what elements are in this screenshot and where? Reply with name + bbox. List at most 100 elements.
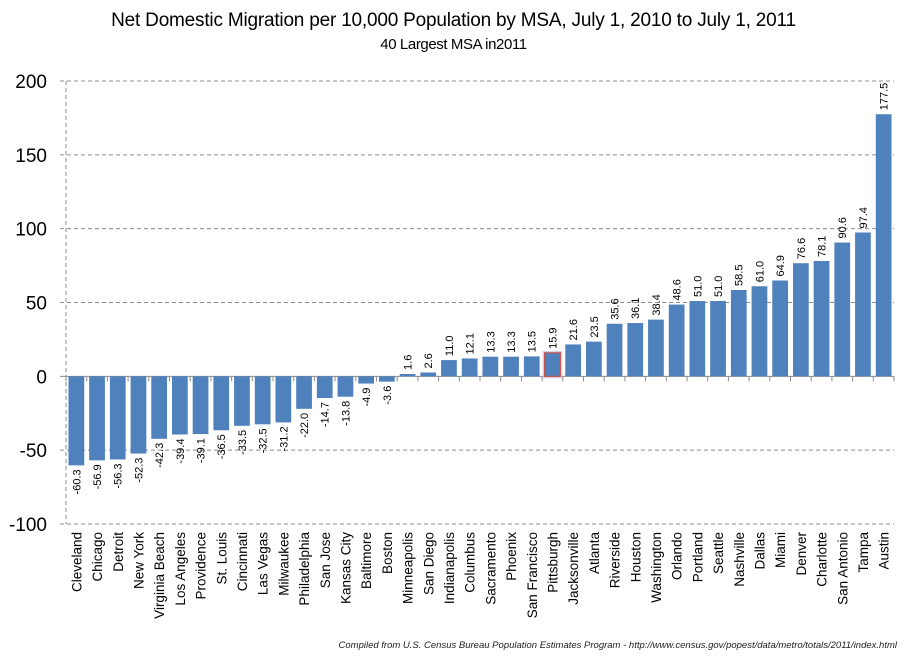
data-label: 36.1 bbox=[630, 298, 642, 319]
data-label: -39.1 bbox=[196, 438, 208, 463]
category-label: San Jose bbox=[318, 532, 333, 588]
bar-tampa bbox=[855, 232, 871, 377]
data-label: 38.4 bbox=[651, 294, 663, 315]
chart-subtitle: 40 Largest MSA in2011 bbox=[380, 36, 527, 53]
category-label: Detroit bbox=[111, 532, 126, 572]
bar-seattle bbox=[710, 301, 726, 377]
y-tick-label: 200 bbox=[15, 72, 47, 93]
data-label: 23.5 bbox=[589, 316, 601, 337]
category-label: Virginia Beach bbox=[152, 532, 167, 619]
y-tick-label: 0 bbox=[36, 367, 47, 388]
bar-pittsburgh bbox=[543, 352, 561, 377]
category-label: Minneapolis bbox=[401, 532, 416, 604]
bar-atlanta bbox=[585, 341, 602, 377]
source-note: Compiled from U.S. Census Bureau Populat… bbox=[338, 640, 897, 651]
data-label: -52.3 bbox=[133, 458, 145, 483]
data-label: -14.7 bbox=[320, 402, 332, 427]
y-tick-label: 50 bbox=[26, 294, 47, 315]
category-label: Dallas bbox=[752, 532, 767, 570]
data-label: -60.3 bbox=[71, 469, 83, 494]
category-label: San Francisco bbox=[525, 532, 540, 618]
bar-st-louis bbox=[213, 376, 230, 431]
category-label: Providence bbox=[194, 532, 209, 600]
data-label: -33.5 bbox=[237, 430, 249, 455]
category-label: Seattle bbox=[711, 532, 726, 574]
category-label: Austin bbox=[877, 532, 892, 570]
data-label: -3.6 bbox=[382, 386, 394, 405]
bar-columbus bbox=[461, 358, 478, 377]
category-label: Indianapolis bbox=[442, 532, 457, 604]
category-label: Washington bbox=[649, 532, 664, 603]
category-label: Milwaukee bbox=[276, 532, 291, 596]
data-label: 11.0 bbox=[444, 335, 456, 356]
data-label: 177.5 bbox=[879, 83, 891, 111]
data-labels: -60.3 -56.9 -56.3 -52.3 -42.3 -39.4 -39.1 -36.5… bbox=[71, 83, 890, 495]
data-label: 64.9 bbox=[775, 255, 787, 276]
category-label: Sacramento bbox=[483, 532, 498, 605]
bar-las-vegas bbox=[254, 376, 271, 425]
bar-providence bbox=[192, 376, 209, 435]
bar-nashville bbox=[730, 289, 747, 377]
bar-san-francisco bbox=[523, 356, 540, 377]
category-label: Miami bbox=[773, 532, 788, 568]
data-label: 21.6 bbox=[568, 319, 580, 340]
bar-dallas bbox=[751, 286, 768, 377]
bar-chicago bbox=[89, 376, 105, 461]
category-label: San Diego bbox=[421, 532, 436, 595]
bar-cincinnati bbox=[234, 376, 250, 426]
bar-sacramento bbox=[482, 356, 499, 377]
category-label: Charlotte bbox=[815, 532, 830, 587]
category-label: Los Angeles bbox=[173, 532, 188, 606]
data-label: 13.3 bbox=[506, 331, 518, 352]
data-label: 51.0 bbox=[713, 276, 725, 297]
category-label: San Antonio bbox=[835, 532, 850, 605]
category-label: Chicago bbox=[90, 532, 105, 582]
bar-detroit bbox=[109, 376, 126, 460]
bar-indianapolis bbox=[441, 360, 457, 377]
category-label: Orlando bbox=[670, 532, 685, 580]
data-label: 13.3 bbox=[485, 331, 497, 352]
category-label: Cincinnati bbox=[235, 532, 250, 591]
data-label: -39.4 bbox=[175, 439, 187, 464]
data-label: -36.5 bbox=[216, 434, 228, 459]
bar-houston bbox=[627, 323, 644, 377]
data-label: 51.0 bbox=[692, 276, 704, 297]
bar-miami bbox=[772, 280, 789, 377]
data-label: -56.9 bbox=[92, 464, 104, 489]
bar-cleveland bbox=[68, 376, 85, 466]
bar-jacksonville bbox=[565, 344, 582, 377]
data-label: -32.5 bbox=[258, 428, 270, 453]
bar-minneapolis bbox=[399, 373, 416, 377]
data-label: 48.6 bbox=[672, 279, 684, 300]
category-label: Tampa bbox=[856, 532, 871, 573]
bar-virginia-beach bbox=[151, 376, 168, 439]
bar-san-antonio bbox=[834, 242, 851, 377]
data-label: -42.3 bbox=[154, 443, 166, 468]
category-label: Philadelphia bbox=[297, 532, 312, 606]
data-label: -13.8 bbox=[340, 401, 352, 426]
bar-charlotte bbox=[813, 261, 830, 377]
category-label: Las Vegas bbox=[256, 532, 271, 595]
bar-phoenix bbox=[503, 356, 519, 377]
bar-los-angeles bbox=[171, 376, 188, 435]
data-label: 58.5 bbox=[734, 265, 746, 286]
data-label: 15.9 bbox=[547, 327, 559, 348]
category-labels: Cleveland Chicago Detroit New York Virginia … bbox=[69, 532, 891, 619]
category-label: Atlanta bbox=[587, 532, 602, 575]
data-label: 13.5 bbox=[527, 331, 539, 352]
data-label: -31.2 bbox=[278, 426, 290, 451]
chart-title: Net Domestic Migration per 10,000 Popula… bbox=[111, 10, 796, 31]
data-label: 35.6 bbox=[610, 298, 622, 319]
bar-austin bbox=[875, 114, 892, 377]
data-label: 97.4 bbox=[858, 207, 870, 228]
data-label: 76.6 bbox=[796, 238, 808, 259]
data-label: 12.1 bbox=[465, 333, 477, 354]
category-label: Portland bbox=[690, 532, 705, 582]
category-label: Houston bbox=[628, 532, 643, 582]
category-label: Kansas City bbox=[338, 532, 353, 604]
bar-kansas-city bbox=[337, 376, 354, 397]
category-label: Jacksonville bbox=[566, 532, 581, 605]
bar-washington bbox=[648, 319, 664, 377]
bar-milwaukee bbox=[275, 376, 292, 423]
